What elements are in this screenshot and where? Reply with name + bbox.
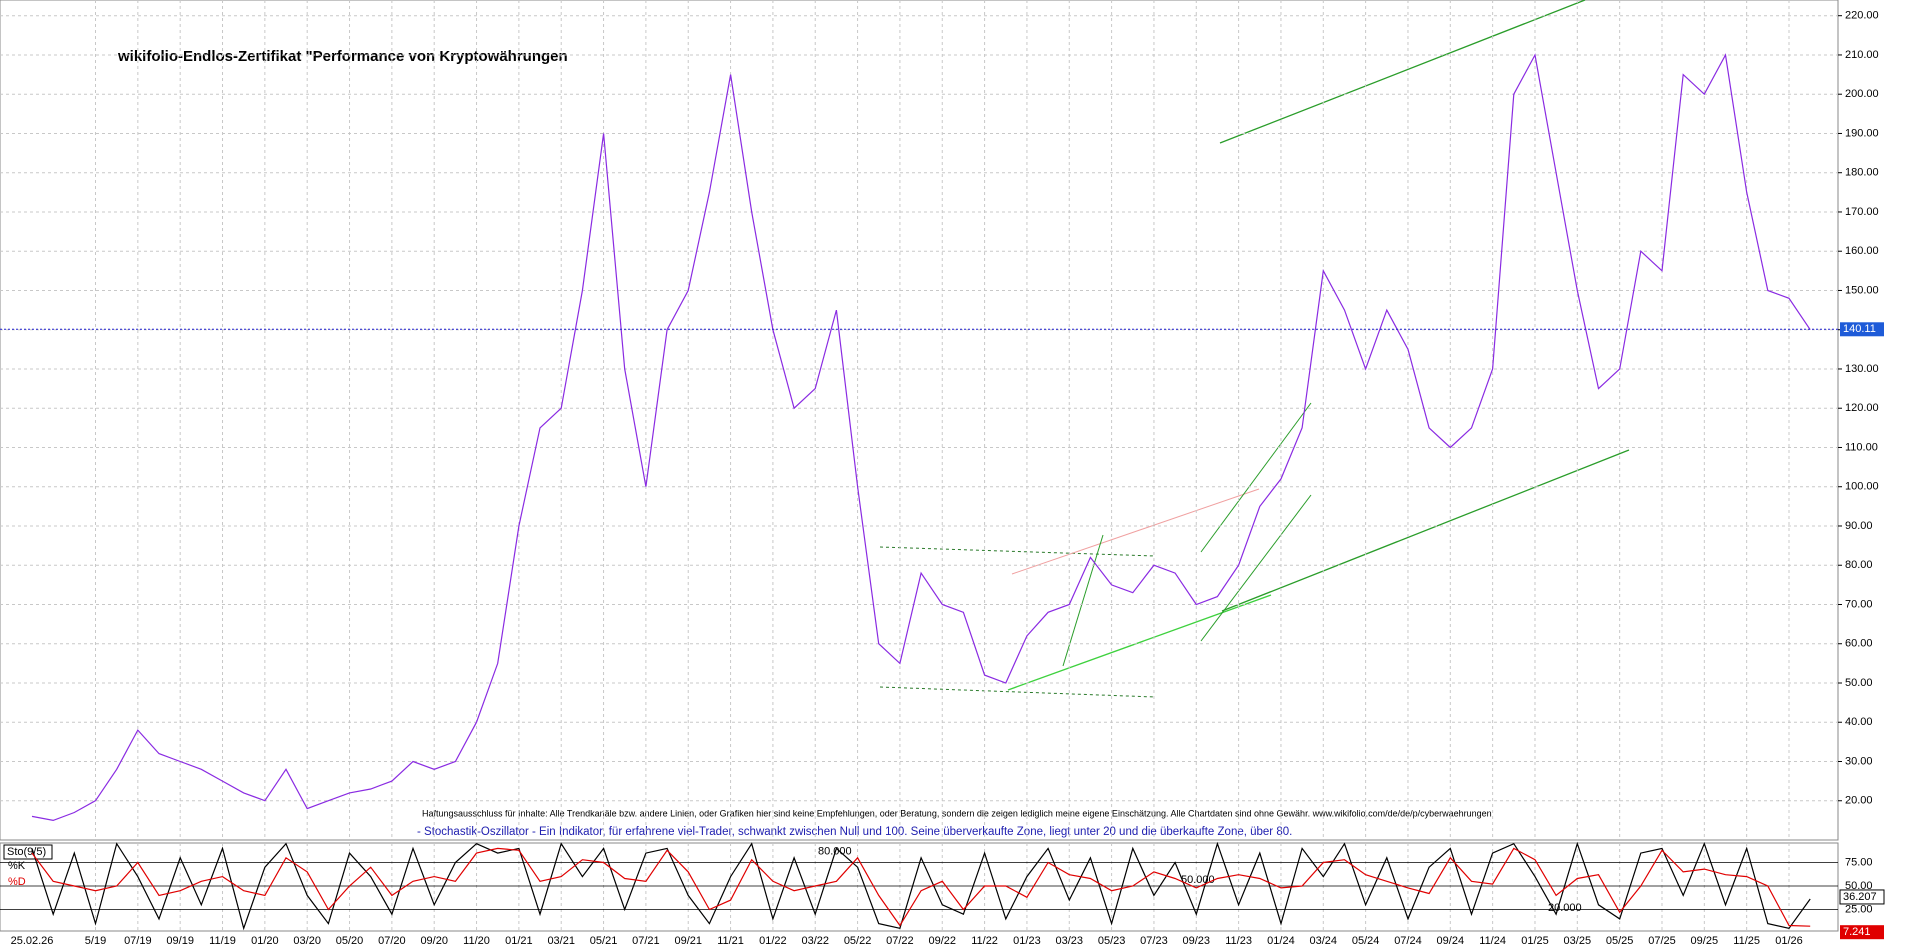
y-tick-label: 110.00 [1845, 441, 1878, 453]
x-tick-label: 07/21 [632, 935, 660, 947]
trendline [1007, 594, 1272, 691]
x-tick-label: 11/19 [209, 935, 236, 947]
chart-title: wikifolio-Endlos-Zertifikat "Performance… [117, 48, 568, 65]
trendlines [879, 0, 1630, 698]
x-tick-label: 01/24 [1267, 935, 1295, 947]
x-tick-label: 11/22 [971, 935, 998, 947]
x-tick-label: 5/19 [85, 935, 106, 947]
x-tick-label: 03/24 [1310, 935, 1338, 947]
x-tick-label: 05/22 [844, 935, 872, 947]
x-tick-label: 01/22 [759, 935, 787, 947]
x-tick-label: 05/20 [336, 935, 364, 947]
x-tick-label: 09/24 [1437, 935, 1465, 947]
x-tick-label: 07/22 [886, 935, 914, 947]
y-tick-label: 100.00 [1845, 481, 1879, 493]
y-tick-label: 170.00 [1845, 206, 1879, 218]
y-tick-label: 50.00 [1845, 677, 1873, 689]
last-value-box [1839, 889, 1885, 905]
y-tick-label: 75.00 [1845, 856, 1873, 868]
trendline [1219, 0, 1586, 144]
x-tick-label: 01/21 [505, 935, 533, 947]
x-tick-label: 01/20 [251, 935, 279, 947]
x-tick-label: 09/19 [166, 935, 194, 947]
x-tick-label: 09/22 [928, 935, 956, 947]
y-tick-label: 120.00 [1845, 402, 1879, 414]
stochastic-line [31, 847, 1811, 927]
last-value-label: 7.241 [1843, 926, 1871, 938]
indicator-description: - Stochastik-Oszillator - Ein Indikator,… [417, 826, 1292, 838]
disclaimer: Haftungsausschluss für Inhalte: Alle Tre… [422, 808, 1492, 818]
y-tick-label: 90.00 [1845, 520, 1873, 532]
stochastic-line [31, 841, 1811, 931]
last-value-box [1840, 925, 1884, 940]
x-tick-label: 07/25 [1648, 935, 1676, 947]
x-tick-label: 07/23 [1140, 935, 1168, 947]
trendline [879, 546, 1156, 557]
x-tick-label: 09/20 [420, 935, 448, 947]
x-tick-label: 05/25 [1606, 935, 1634, 947]
y-tick-label: 50.00 [1845, 880, 1873, 892]
y-tick-label: 220.00 [1845, 10, 1879, 22]
x-tick-label: 05/21 [590, 935, 618, 947]
y-tick-label: 80.00 [1845, 559, 1873, 571]
y-tick-label: 200.00 [1845, 88, 1879, 100]
trendline [1200, 494, 1312, 642]
y-tick-label: 25.00 [1845, 903, 1873, 915]
x-tick-label: 05/23 [1098, 935, 1126, 947]
trendline [1011, 488, 1260, 575]
trendline [1221, 449, 1630, 612]
y-tick-label: 190.00 [1845, 127, 1879, 139]
x-tick-label: 09/23 [1183, 935, 1211, 947]
y-tick-label: 210.00 [1845, 49, 1879, 61]
trendline [879, 686, 1156, 698]
y-tick-label: 20.00 [1845, 795, 1873, 807]
x-tick-label: 01/25 [1521, 935, 1549, 947]
legend-entry: %D [8, 876, 26, 888]
x-tick-label: 03/22 [801, 935, 829, 947]
y-tick-label: 40.00 [1845, 716, 1873, 728]
x-tick-label: 07/20 [378, 935, 406, 947]
stochastic-panel [0, 842, 1839, 932]
x-tick-label: 25.02.26 [11, 935, 54, 947]
trendline [1200, 402, 1312, 553]
level-label: 50.000 [1181, 874, 1215, 886]
last-price-box [1840, 322, 1884, 337]
x-tick-label: 01/26 [1775, 935, 1803, 947]
x-tick-label: 09/21 [674, 935, 702, 947]
x-tick-label: 07/24 [1394, 935, 1422, 947]
y-tick-label: 30.00 [1845, 755, 1873, 767]
y-tick-label: 180.00 [1845, 167, 1879, 179]
legend-entry: %K [8, 860, 26, 872]
y-tick-label: 70.00 [1845, 598, 1873, 610]
x-tick-label: 09/25 [1691, 935, 1719, 947]
x-tick-label: 07/19 [124, 935, 152, 947]
x-tick-label: 11/23 [1225, 935, 1252, 947]
price-line [31, 53, 1811, 822]
x-tick-label: 03/25 [1564, 935, 1592, 947]
y-tick-label: 60.00 [1845, 638, 1873, 650]
x-tick-label: 11/25 [1733, 935, 1760, 947]
price-panel [0, 0, 1839, 841]
x-tick-label: 11/20 [463, 935, 490, 947]
x-tick-label: 11/21 [717, 935, 744, 947]
x-tick-label: 05/24 [1352, 935, 1380, 947]
x-tick-label: 01/23 [1013, 935, 1041, 947]
last-price-label: 140.11 [1843, 323, 1876, 335]
x-tick-label: 11/24 [1479, 935, 1506, 947]
y-tick-label: 160.00 [1845, 245, 1879, 257]
x-tick-label: 03/23 [1055, 935, 1083, 947]
y-tick-label: 130.00 [1845, 363, 1879, 375]
indicator-box [3, 844, 53, 860]
x-tick-label: 03/20 [293, 935, 321, 947]
indicator-label: Sto(9/5) [7, 846, 46, 858]
y-tick-label: 150.00 [1845, 284, 1879, 296]
last-value-label: 36.207 [1843, 891, 1877, 903]
x-tick-label: 03/21 [547, 935, 575, 947]
